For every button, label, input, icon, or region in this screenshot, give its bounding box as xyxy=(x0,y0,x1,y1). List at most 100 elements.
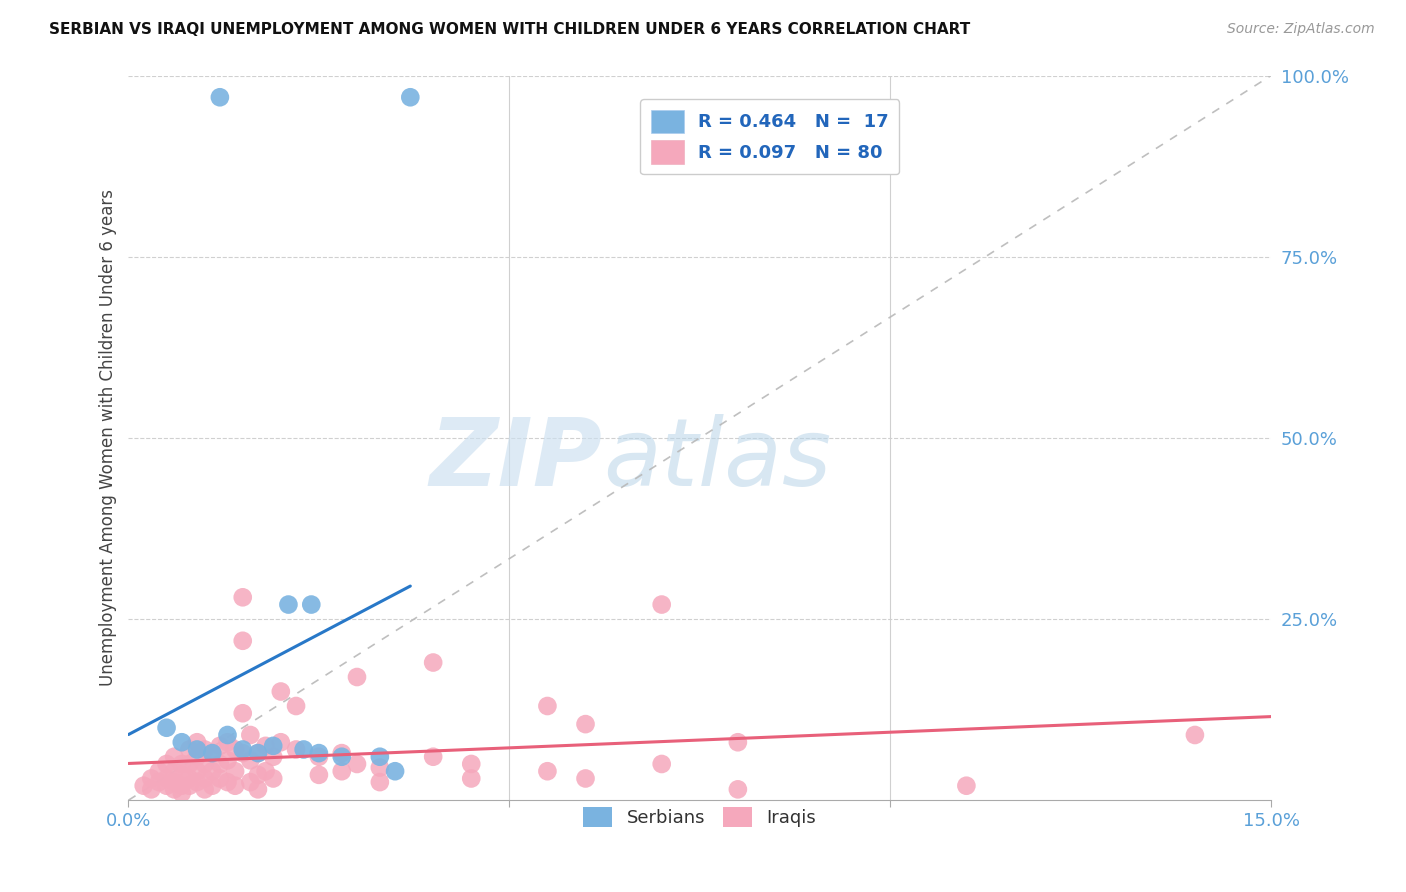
Point xyxy=(270,735,292,749)
Point xyxy=(536,764,558,779)
Text: Source: ZipAtlas.com: Source: ZipAtlas.com xyxy=(1227,22,1375,37)
Point xyxy=(179,772,201,786)
Point xyxy=(141,772,163,786)
Point xyxy=(955,779,977,793)
Point xyxy=(246,746,269,760)
Point xyxy=(194,742,217,756)
Point xyxy=(308,749,330,764)
Point xyxy=(224,779,246,793)
Point xyxy=(254,739,277,753)
Point xyxy=(292,742,315,756)
Point xyxy=(170,768,193,782)
Point xyxy=(163,749,186,764)
Point xyxy=(208,772,231,786)
Point xyxy=(346,670,368,684)
Point xyxy=(141,782,163,797)
Point xyxy=(186,764,208,779)
Point xyxy=(217,753,239,767)
Point xyxy=(186,735,208,749)
Point xyxy=(194,772,217,786)
Point xyxy=(239,753,262,767)
Point xyxy=(186,749,208,764)
Text: SERBIAN VS IRAQI UNEMPLOYMENT AMONG WOMEN WITH CHILDREN UNDER 6 YEARS CORRELATIO: SERBIAN VS IRAQI UNEMPLOYMENT AMONG WOME… xyxy=(49,22,970,37)
Point xyxy=(262,749,284,764)
Point xyxy=(368,775,391,789)
Legend: Serbians, Iraqis: Serbians, Iraqis xyxy=(576,799,824,835)
Point xyxy=(170,756,193,771)
Point xyxy=(179,779,201,793)
Point xyxy=(186,775,208,789)
Point xyxy=(262,772,284,786)
Point xyxy=(201,746,224,760)
Point xyxy=(536,698,558,713)
Point xyxy=(163,775,186,789)
Point xyxy=(254,764,277,779)
Point xyxy=(262,739,284,753)
Point xyxy=(217,735,239,749)
Point xyxy=(232,591,254,605)
Point xyxy=(574,772,596,786)
Point xyxy=(422,656,444,670)
Point xyxy=(246,768,269,782)
Point xyxy=(346,756,368,771)
Point xyxy=(308,768,330,782)
Point xyxy=(651,756,673,771)
Point xyxy=(217,775,239,789)
Point xyxy=(194,782,217,797)
Point xyxy=(270,684,292,698)
Point xyxy=(308,746,330,760)
Point xyxy=(651,598,673,612)
Point xyxy=(232,742,254,756)
Point xyxy=(155,756,177,771)
Point xyxy=(179,756,201,771)
Point xyxy=(299,598,322,612)
Point xyxy=(368,761,391,775)
Point xyxy=(208,756,231,771)
Point xyxy=(155,721,177,735)
Point xyxy=(460,772,482,786)
Point xyxy=(163,764,186,779)
Point xyxy=(170,735,193,749)
Point xyxy=(368,749,391,764)
Point xyxy=(132,779,155,793)
Point xyxy=(148,775,170,789)
Point xyxy=(232,706,254,721)
Point xyxy=(277,598,299,612)
Point xyxy=(194,756,217,771)
Point xyxy=(208,739,231,753)
Point xyxy=(239,728,262,742)
Point xyxy=(232,633,254,648)
Text: atlas: atlas xyxy=(603,414,831,505)
Point xyxy=(246,782,269,797)
Point xyxy=(422,749,444,764)
Point xyxy=(224,742,246,756)
Point xyxy=(232,746,254,760)
Point xyxy=(285,698,308,713)
Point xyxy=(239,775,262,789)
Point xyxy=(179,742,201,756)
Point xyxy=(460,756,482,771)
Point xyxy=(201,764,224,779)
Point xyxy=(155,772,177,786)
Y-axis label: Unemployment Among Women with Children Under 6 years: Unemployment Among Women with Children U… xyxy=(100,189,117,686)
Point xyxy=(285,742,308,756)
Point xyxy=(208,90,231,104)
Point xyxy=(201,746,224,760)
Point xyxy=(330,746,353,760)
Point xyxy=(727,735,749,749)
Point xyxy=(1184,728,1206,742)
Point xyxy=(384,764,406,779)
Point xyxy=(186,742,208,756)
Point xyxy=(170,786,193,800)
Point xyxy=(727,782,749,797)
Point xyxy=(224,764,246,779)
Point xyxy=(574,717,596,731)
Text: ZIP: ZIP xyxy=(430,414,603,506)
Point xyxy=(163,782,186,797)
Point xyxy=(399,90,422,104)
Point xyxy=(330,764,353,779)
Point xyxy=(217,728,239,742)
Point xyxy=(170,779,193,793)
Point xyxy=(155,779,177,793)
Point xyxy=(246,746,269,760)
